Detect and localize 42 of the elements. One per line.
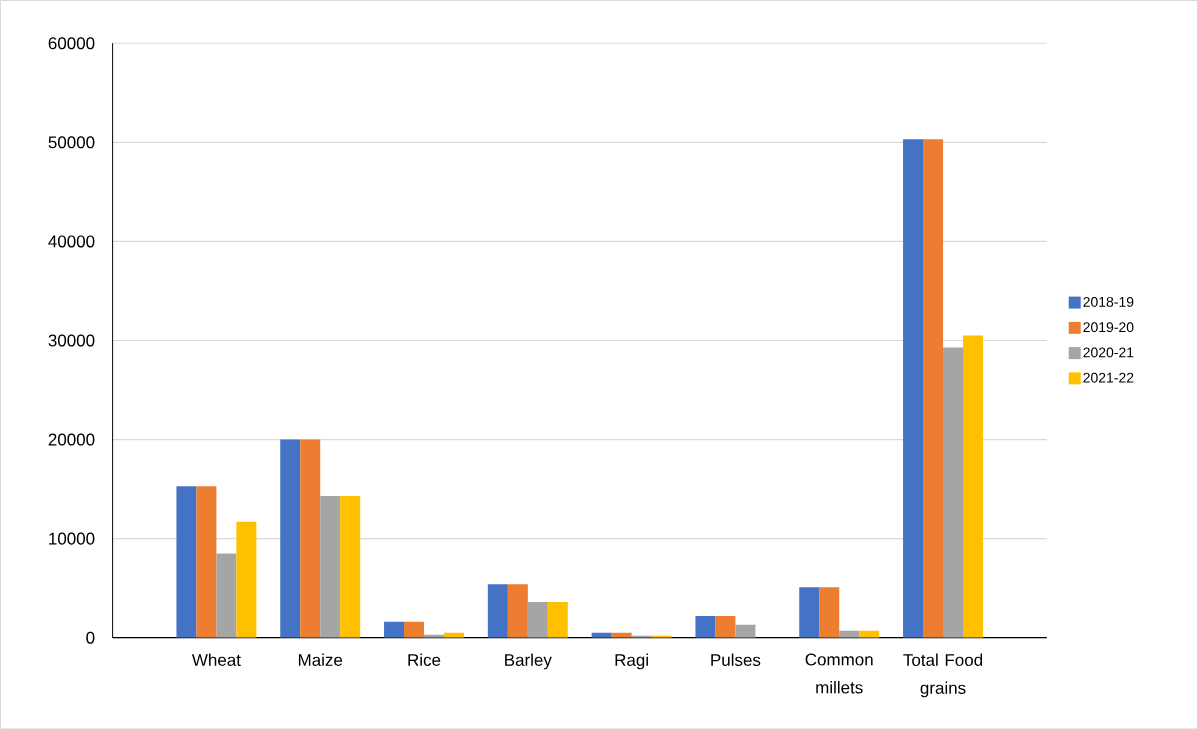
bar (507, 584, 528, 638)
x-tick-label: Maize (298, 653, 343, 666)
x-tick-label: Common millets (805, 653, 873, 694)
bar (547, 601, 568, 638)
x-tick-label: Wheat (191, 653, 241, 666)
bar (715, 615, 736, 638)
legend-label: 2019-20 (1083, 322, 1134, 332)
bar (216, 553, 237, 638)
bar (819, 587, 840, 638)
x-tick-label: Pulses (711, 653, 761, 666)
x-tick-label: Barley (505, 653, 552, 670)
legend-label: 2021-22 (1083, 372, 1134, 383)
bar (963, 335, 983, 638)
bar (176, 485, 197, 638)
bar (340, 495, 361, 638)
y-tick-label: 10000 (49, 532, 95, 545)
bar (236, 521, 257, 638)
x-tick-label: Ragi (615, 653, 648, 670)
bar (735, 624, 756, 638)
legend-label: 2020-21 (1083, 347, 1134, 358)
y-tick-label: 0 (86, 631, 95, 644)
y-tick-label: 20000 (48, 433, 95, 446)
bar (280, 439, 301, 638)
bar (320, 495, 341, 638)
bar (487, 584, 508, 638)
bar (695, 615, 716, 638)
bar (527, 601, 548, 638)
y-tick-label: 40000 (48, 235, 95, 248)
legend-label: 2018-19 (1083, 296, 1134, 307)
bar (404, 621, 425, 638)
bar (903, 139, 924, 638)
bar (384, 621, 405, 638)
bar (300, 439, 321, 638)
x-tick-label: Total Food grains (903, 653, 983, 698)
bar (943, 347, 963, 638)
x-tick-label: Rice (408, 653, 441, 666)
bar (196, 485, 217, 638)
bar (799, 587, 820, 638)
y-tick-label: 30000 (48, 334, 95, 347)
y-tick-label: 60000 (48, 37, 95, 50)
y-tick-label: 50000 (48, 136, 95, 149)
bar (923, 139, 944, 638)
